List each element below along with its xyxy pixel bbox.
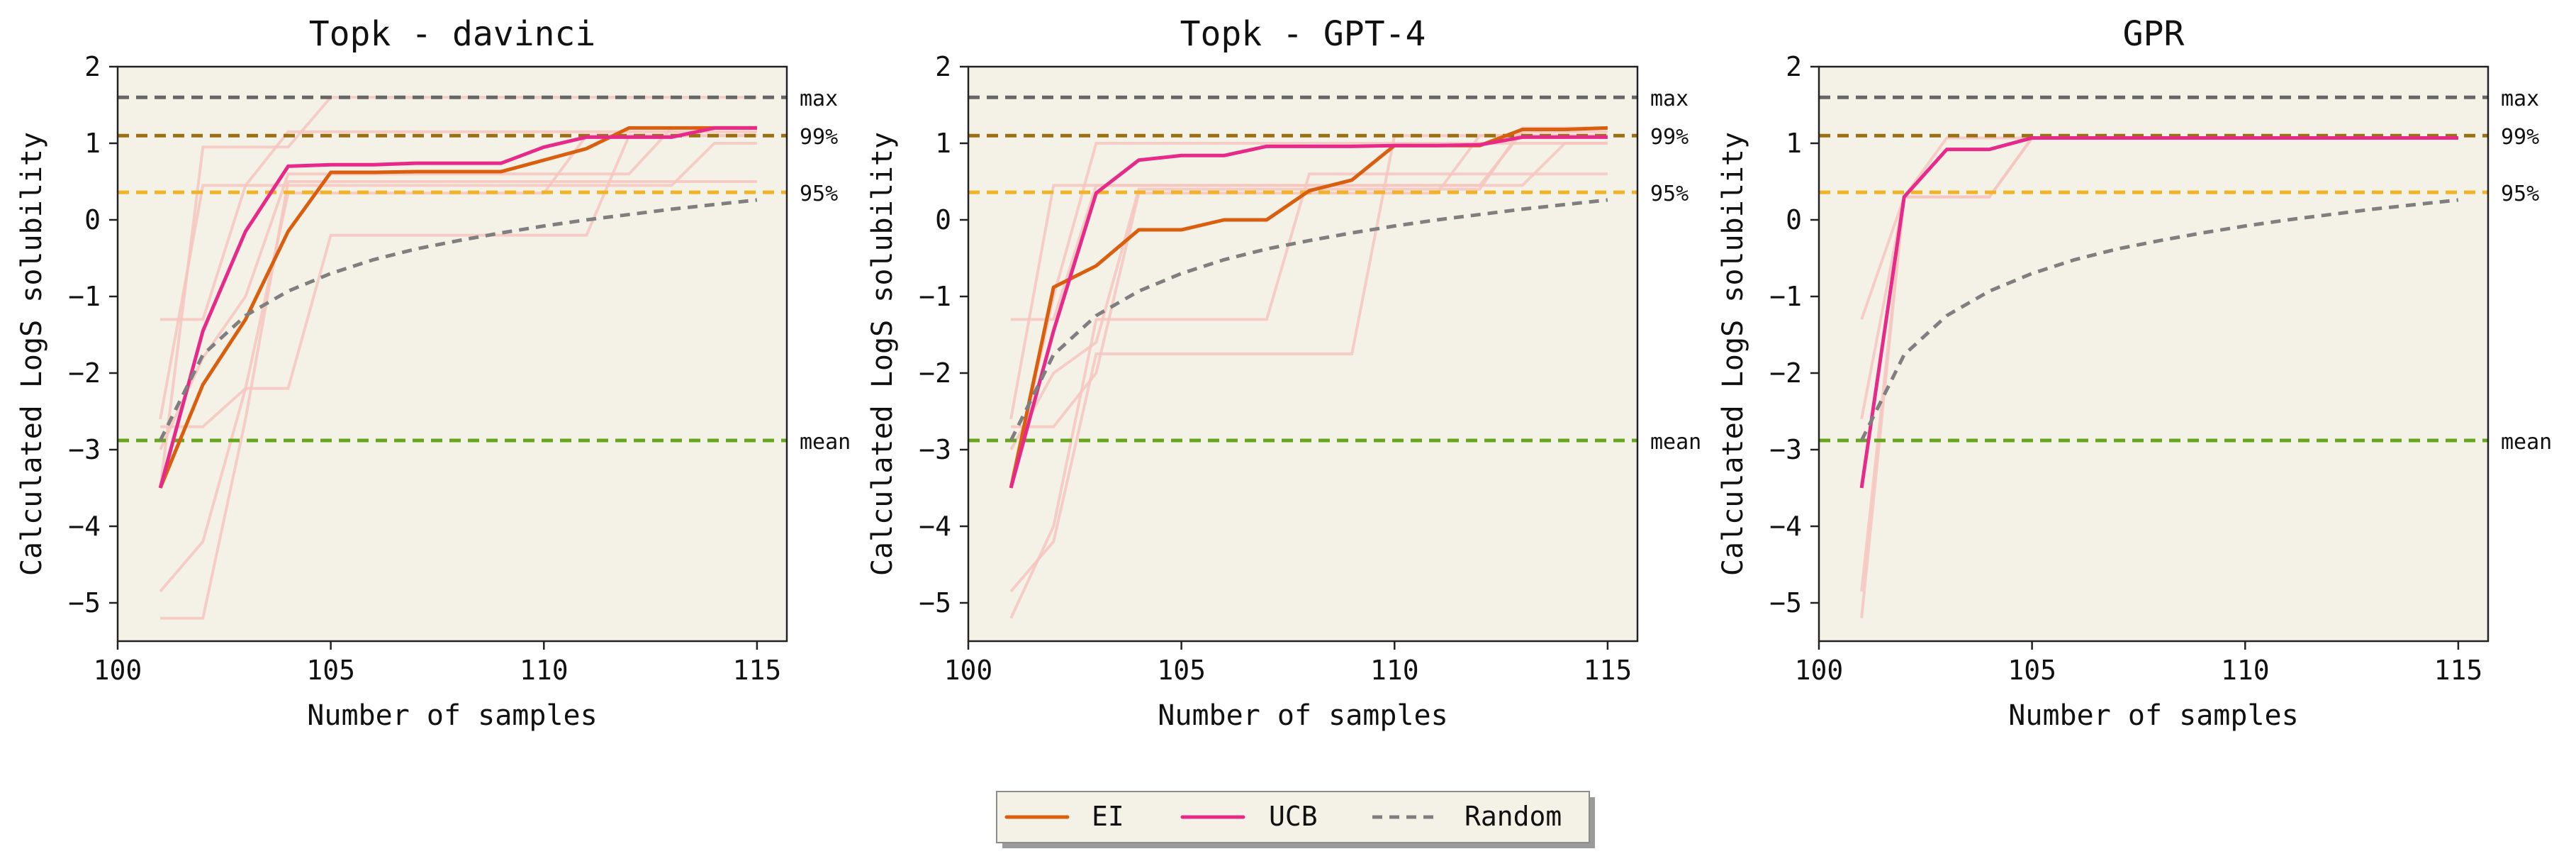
series-line-random	[1859, 198, 2459, 442]
y-tick-label: −5	[68, 587, 101, 618]
reference-label-max: max	[1650, 87, 1689, 111]
series-line-ei	[158, 126, 757, 489]
y-tick-label: 0	[84, 204, 101, 235]
y-tick-label: 1	[1786, 128, 1802, 159]
reference-label-mean: mean	[800, 430, 851, 455]
x-tick-label: 105	[2007, 655, 2056, 686]
legend-box	[996, 791, 1590, 843]
reference-label-mean: mean	[2501, 430, 2552, 455]
x-tick-label: 115	[1584, 655, 1633, 686]
reference-label-mean: mean	[1650, 430, 1701, 455]
y-axis-label: Calculated LogS solubility	[1717, 132, 1749, 576]
y-tick-label: 1	[84, 128, 101, 159]
legend: EI UCB Random	[996, 791, 1595, 848]
plot-area	[118, 67, 787, 641]
axes-frame	[116, 65, 788, 643]
faint-run-line-2	[159, 130, 757, 420]
faint-run-line-7	[159, 126, 757, 450]
y-tick-label: −4	[919, 511, 951, 542]
y-tick-label: 2	[1786, 51, 1802, 82]
faint-run-line-5	[1009, 172, 1608, 619]
x-tick-label: 105	[306, 655, 355, 686]
x-tick-label: 100	[94, 655, 142, 686]
y-tick-label: −1	[1769, 281, 1802, 312]
faint-run-line-3	[1009, 142, 1608, 489]
series-line-ei	[1009, 126, 1608, 489]
series-line-ucb	[1009, 135, 1608, 489]
y-axis-label: Calculated LogS solubility	[866, 132, 899, 576]
y-tick-label: −4	[1769, 511, 1802, 542]
reference-label-max: max	[800, 87, 838, 111]
axes-frame	[967, 65, 1639, 643]
y-tick-label: −3	[68, 434, 101, 465]
chart-title: GPR	[2123, 14, 2185, 54]
series-line-ucb	[1859, 135, 2458, 489]
reference-label-95pct: 95%	[2501, 182, 2539, 206]
chart-panel-2: max 99% 95% mean 100 105 110 115 −5 −4 −3 −2 −1 0 1 2 To…	[866, 14, 1701, 732]
y-tick-label: −5	[919, 587, 951, 618]
plot-content	[968, 95, 1637, 619]
y-tick-label: 2	[935, 51, 951, 82]
y-tick-label: −2	[68, 357, 101, 389]
series-line-random	[1009, 198, 1608, 442]
y-tick-label: −3	[919, 434, 951, 465]
chart-title: Topk - GPT-4	[1180, 14, 1426, 54]
reference-label-99pct: 99%	[2501, 125, 2539, 150]
y-tick-label: −2	[919, 357, 951, 389]
x-axis-label: Number of samples	[1158, 699, 1447, 732]
series-line-random	[158, 198, 758, 442]
y-tick-label: 2	[84, 51, 101, 82]
reference-label-max: max	[2501, 87, 2539, 111]
chart-panel-1: max 99% 95% mean 100 105 110 115 −5 −4 −3 −2 −1 0 1 2 To…	[16, 14, 851, 732]
reference-label-99pct: 99%	[800, 125, 838, 150]
series-line-ucb	[158, 126, 757, 489]
legend-label-ucb: UCB	[1269, 801, 1318, 832]
y-tick-label: −3	[1769, 434, 1802, 465]
y-tick-label: 0	[1786, 204, 1802, 235]
x-axis-label: Number of samples	[307, 699, 597, 732]
x-tick-label: 110	[1370, 655, 1419, 686]
y-tick-label: 1	[935, 128, 951, 159]
x-tick-label: 110	[2221, 655, 2270, 686]
legend-label-ei: EI	[1092, 801, 1124, 832]
x-tick-label: 110	[520, 655, 569, 686]
chart-panel-3: max 99% 95% mean 100 105 110 115 −5 −4 −3 −2 −1 0 1 2 GP…	[1717, 14, 2552, 732]
axes-frame	[1818, 65, 2490, 643]
y-tick-label: −5	[1769, 587, 1802, 618]
faint-run-line-1	[160, 142, 757, 321]
y-tick-label: −4	[68, 511, 101, 542]
x-tick-label: 115	[2434, 655, 2483, 686]
x-tick-label: 105	[1157, 655, 1206, 686]
legend-label-random: Random	[1465, 801, 1562, 832]
y-tick-label: −1	[919, 281, 951, 312]
x-tick-label: 115	[733, 655, 782, 686]
y-tick-label: 0	[935, 204, 951, 235]
plot-area	[1819, 67, 2488, 641]
plot-content	[118, 95, 787, 620]
x-tick-label: 100	[1795, 655, 1844, 686]
reference-label-95pct: 95%	[800, 182, 838, 206]
y-tick-label: −1	[68, 281, 101, 312]
y-axis-label: Calculated LogS solubility	[16, 132, 48, 576]
faint-run-line-5	[160, 180, 757, 620]
plot-content	[1819, 95, 2488, 618]
x-axis-label: Number of samples	[2008, 699, 2298, 732]
x-tick-label: 100	[944, 655, 993, 686]
chart-title: Topk - davinci	[309, 14, 596, 54]
reference-label-99pct: 99%	[1650, 125, 1689, 150]
y-tick-label: −2	[1769, 357, 1802, 389]
reference-label-95pct: 95%	[1650, 182, 1689, 206]
